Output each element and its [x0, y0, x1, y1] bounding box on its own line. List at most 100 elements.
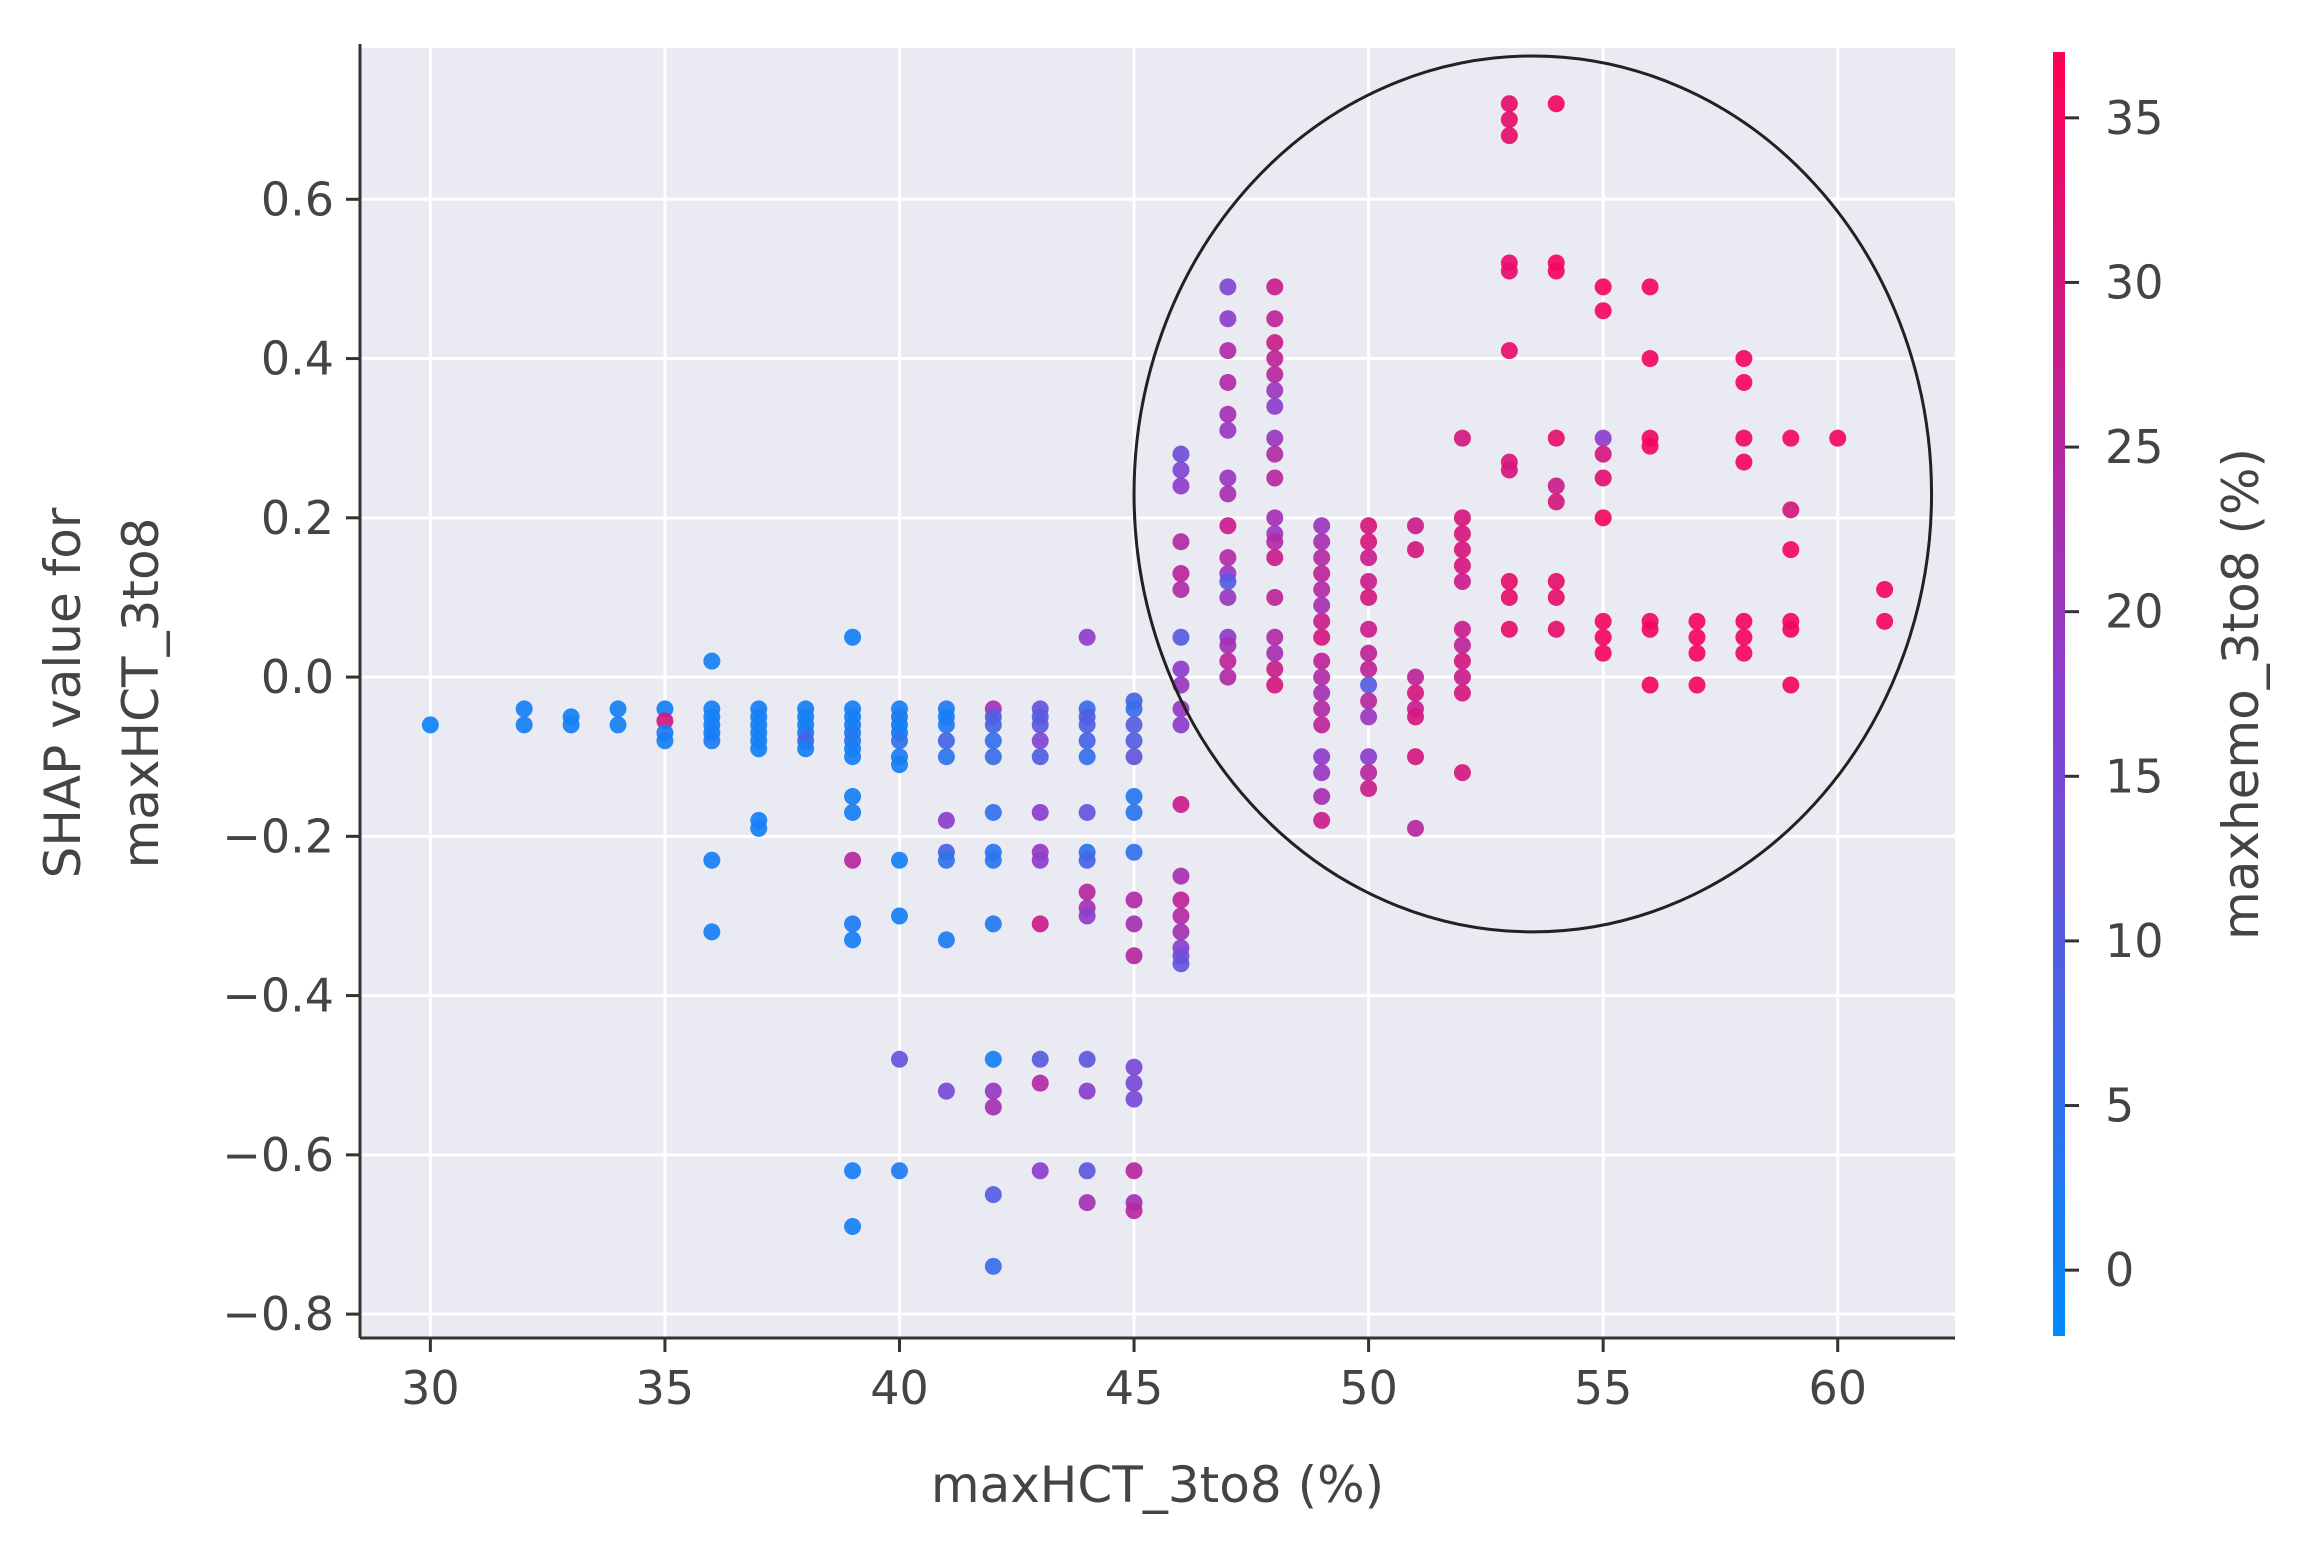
data-point [1453, 557, 1471, 575]
data-point [515, 716, 533, 734]
data-point [1594, 445, 1612, 463]
y-axis-title-line-2: maxHCT_3to8 [112, 518, 170, 869]
data-point [1500, 573, 1518, 591]
data-point [1172, 923, 1190, 941]
data-point [984, 1186, 1002, 1204]
data-point [1313, 700, 1331, 718]
data-point [750, 819, 768, 837]
data-point [1266, 310, 1284, 328]
colorbar-tick-label: 20 [2105, 585, 2164, 639]
data-point [937, 732, 955, 750]
y-tick-label: −0.8 [222, 1287, 334, 1341]
data-point [1219, 421, 1237, 439]
data-point [1547, 573, 1565, 591]
data-point [1688, 628, 1706, 646]
data-point [1078, 1162, 1096, 1180]
data-point [1266, 445, 1284, 463]
data-point [890, 851, 908, 869]
data-point [890, 1162, 908, 1180]
y-axis-title: SHAP value for maxHCT_3to8 [34, 507, 170, 878]
data-point [1360, 517, 1378, 535]
data-point [1313, 788, 1331, 806]
data-point [1547, 429, 1565, 447]
data-point [1219, 573, 1237, 591]
data-point [1125, 700, 1143, 718]
data-point [844, 1162, 862, 1180]
x-tick-label: 50 [1339, 1361, 1398, 1415]
data-point [1360, 764, 1378, 782]
data-point [1313, 580, 1331, 598]
data-point [1735, 644, 1753, 662]
data-point [656, 732, 674, 750]
data-point [844, 915, 862, 933]
data-point [1594, 469, 1612, 487]
data-point [1031, 915, 1049, 933]
data-point [1219, 405, 1237, 423]
data-point [1500, 95, 1518, 113]
data-point [1172, 700, 1190, 718]
data-point [1735, 350, 1753, 368]
data-point [1172, 477, 1190, 495]
x-tick-label: 60 [1808, 1361, 1867, 1415]
x-tick-label: 30 [401, 1361, 460, 1415]
colorbar-tick-label: 15 [2105, 749, 2164, 803]
data-point [844, 628, 862, 646]
data-point [844, 788, 862, 806]
data-point [1031, 851, 1049, 869]
data-point [1078, 1050, 1096, 1068]
data-point [1594, 429, 1612, 447]
data-point [1594, 628, 1612, 646]
data-point [1078, 907, 1096, 925]
data-point [1172, 445, 1190, 463]
data-point [937, 748, 955, 766]
data-point [1078, 1194, 1096, 1212]
data-point [1172, 795, 1190, 813]
x-axis-title: maxHCT_3to8 (%) [931, 1456, 1384, 1514]
colorbar-tick-label: 10 [2105, 914, 2164, 968]
x-tick-label: 40 [870, 1361, 929, 1415]
data-point [1688, 676, 1706, 694]
highlight-ellipse [1132, 54, 1934, 934]
data-point [984, 1050, 1002, 1068]
data-point [1641, 350, 1659, 368]
data-point [1125, 732, 1143, 750]
data-point [937, 716, 955, 734]
data-point [1078, 628, 1096, 646]
data-point [1125, 748, 1143, 766]
data-point [1876, 580, 1894, 598]
data-point [797, 740, 815, 758]
data-point [609, 700, 627, 718]
data-point [984, 1082, 1002, 1100]
data-point [609, 716, 627, 734]
colorbar-tick-label: 25 [2105, 420, 2164, 474]
data-point [1688, 644, 1706, 662]
data-point [1266, 588, 1284, 606]
colorbar-tick-label: 5 [2105, 1079, 2134, 1133]
data-point [1266, 660, 1284, 678]
data-point [1219, 652, 1237, 670]
data-point [937, 851, 955, 869]
data-point [1172, 891, 1190, 909]
data-point [1078, 748, 1096, 766]
data-point [1547, 95, 1565, 113]
data-point [1172, 565, 1190, 583]
data-point [1219, 549, 1237, 567]
data-point [1641, 437, 1659, 455]
data-point [1266, 365, 1284, 383]
plot-background [360, 48, 1955, 1338]
data-point [1031, 732, 1049, 750]
data-point [1172, 660, 1190, 678]
data-point [1500, 127, 1518, 145]
data-point [890, 732, 908, 750]
data-point [1360, 533, 1378, 551]
data-point [984, 716, 1002, 734]
data-point [984, 732, 1002, 750]
data-point [1641, 676, 1659, 694]
colorbar-gradient [2053, 52, 2065, 1336]
data-point [984, 1257, 1002, 1275]
y-axis-ticks: −0.8 −0.6 −0.4 −0.2 0.0 0.2 0.4 0.6 [222, 172, 360, 1341]
data-point [1125, 1202, 1143, 1220]
data-point [1219, 373, 1237, 391]
data-point [1547, 477, 1565, 495]
data-point [1266, 429, 1284, 447]
